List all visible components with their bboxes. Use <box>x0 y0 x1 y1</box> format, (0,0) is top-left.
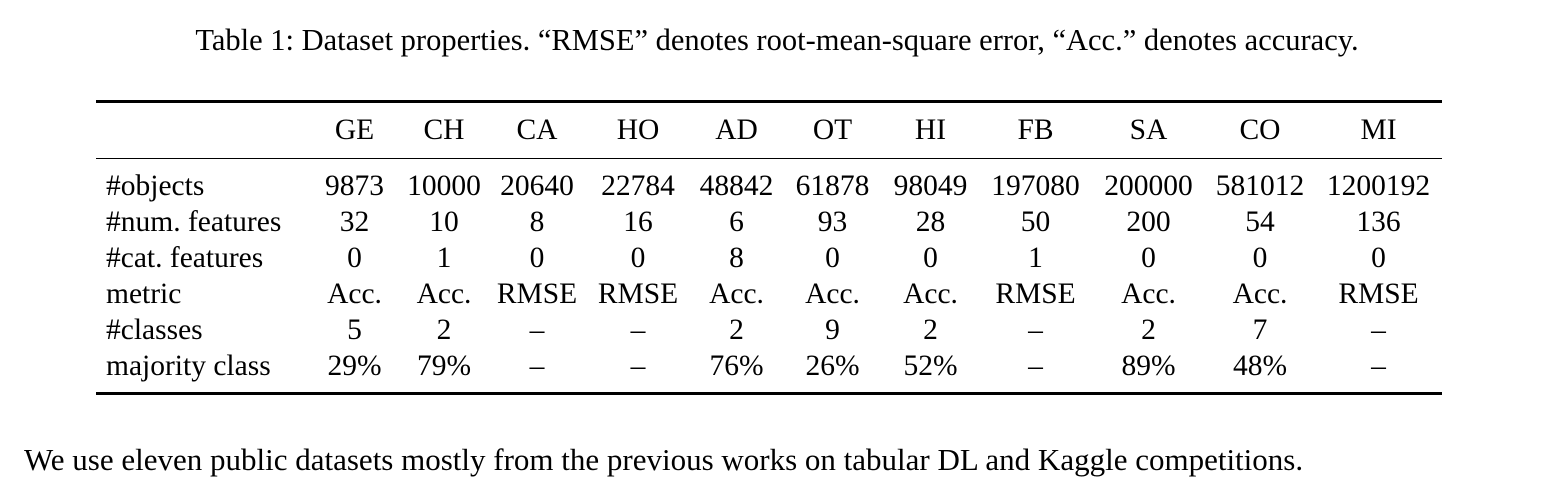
table-cell: – <box>630 314 646 346</box>
table-cell: 89% <box>1121 350 1176 382</box>
table-cell: 16 <box>623 206 653 238</box>
table-cell: 1 <box>1028 242 1043 274</box>
table-cell: 5 <box>347 314 362 346</box>
table-cell: 8 <box>729 242 744 274</box>
table-cell: 0 <box>1252 242 1268 274</box>
column-header: OT <box>783 101 882 159</box>
table-header-row: GE CH CA HO AD OT HI FB SA CO MI <box>96 101 1442 159</box>
column-header: FB <box>979 101 1092 159</box>
column-header: HI <box>882 101 979 159</box>
table-cell: RMSE <box>597 278 679 310</box>
table-cell: 10 <box>429 206 459 238</box>
row-label: metric <box>106 278 182 310</box>
table-cell: – <box>1371 314 1386 346</box>
table-cell: 6 <box>729 206 744 238</box>
table-cell: 61878 <box>795 170 870 202</box>
table-cell: 9873 <box>325 170 384 202</box>
table-row-cat-features: #cat. features 0 1 0 0 8 0 0 1 0 0 0 <box>96 240 1442 276</box>
table-cell: 0 <box>347 242 362 274</box>
column-header: AD <box>690 101 783 159</box>
table-cell: 22784 <box>601 170 675 202</box>
table-cell: 200 <box>1126 206 1171 238</box>
dataset-properties-table: GE CH CA HO AD OT HI FB SA CO MI #object… <box>96 100 1442 395</box>
table-cell: RMSE <box>496 278 578 310</box>
table-cell: 8 <box>529 206 545 238</box>
row-label: #num. features <box>106 206 282 238</box>
table-cell: 2 <box>436 314 452 346</box>
table-cell: 0 <box>1371 242 1386 274</box>
table-cell: 0 <box>825 242 840 274</box>
table-cell: 0 <box>1141 242 1156 274</box>
table-cell: 79% <box>416 350 472 382</box>
table-row-num-features: #num. features 32 10 8 16 6 93 28 50 200… <box>96 204 1442 240</box>
table-cell: Acc. <box>709 278 764 310</box>
table-cell: 20640 <box>500 170 574 202</box>
table-cell: 26% <box>805 350 860 382</box>
table-cell: 98049 <box>893 170 968 202</box>
table-cell: 48842 <box>699 170 774 202</box>
table-cell: Acc. <box>1121 278 1176 310</box>
column-header: SA <box>1092 101 1205 159</box>
header-empty-cell <box>96 101 309 159</box>
table-cell: 581012 <box>1215 170 1305 202</box>
table-cell: 0 <box>923 242 938 274</box>
column-header: CA <box>488 101 586 159</box>
table-row-objects: #objects 9873 10000 20640 22784 48842 61… <box>96 159 1442 205</box>
table-cell: 136 <box>1356 206 1401 238</box>
table-cell: 200000 <box>1104 170 1193 202</box>
table-cell: 28 <box>915 206 946 238</box>
column-header: CO <box>1205 101 1315 159</box>
table-caption: Table 1: Dataset properties. “RMSE” deno… <box>195 23 1359 57</box>
table-cell: Acc. <box>416 278 472 310</box>
table-cell: 48% <box>1232 350 1288 382</box>
table-cell: 2 <box>729 314 744 346</box>
table-cell: 2 <box>1141 314 1156 346</box>
table-cell: 76% <box>709 350 764 382</box>
column-header: HO <box>586 101 690 159</box>
row-label: #classes <box>106 314 203 346</box>
table-cell: Acc. <box>805 278 860 310</box>
table-cell: – <box>1028 314 1043 346</box>
row-label: #objects <box>106 170 205 202</box>
table-cell: RMSE <box>1338 278 1419 310</box>
table-row-classes: #classes 5 2 – – 2 9 2 – 2 7 – <box>96 312 1442 348</box>
table-cell: 93 <box>817 206 848 238</box>
table-cell: Acc. <box>903 278 958 310</box>
table-cell: Acc. <box>327 278 382 310</box>
row-label: #cat. features <box>106 242 264 274</box>
table-cell: 1 <box>436 242 452 274</box>
table-cell: 197080 <box>991 170 1080 202</box>
table-cell: 50 <box>1020 206 1051 238</box>
column-header: CH <box>400 101 488 159</box>
table-cell: – <box>1028 350 1043 382</box>
table-cell: – <box>529 350 545 382</box>
table-cell: – <box>1371 350 1386 382</box>
table-cell: – <box>630 350 646 382</box>
table-cell: 2 <box>923 314 938 346</box>
row-label: majority class <box>106 350 271 382</box>
table-row-majority-class: majority class 29% 79% – – 76% 26% 52% –… <box>96 348 1442 394</box>
table-cell: 9 <box>825 314 840 346</box>
table-cell: 1200192 <box>1326 170 1431 202</box>
table-cell: – <box>529 314 545 346</box>
table-cell: 29% <box>327 350 382 382</box>
table-row-metric: metric Acc. Acc. RMSE RMSE Acc. Acc. Acc… <box>96 276 1442 312</box>
table-cell: 54 <box>1245 206 1275 238</box>
column-header: GE <box>309 101 400 159</box>
table-cell: 10000 <box>407 170 481 202</box>
table-cell: RMSE <box>995 278 1076 310</box>
dataset-properties-table-container: GE CH CA HO AD OT HI FB SA CO MI #object… <box>96 100 1442 395</box>
table-cell: 0 <box>630 242 646 274</box>
column-header: MI <box>1315 101 1442 159</box>
table-cell: 7 <box>1252 314 1268 346</box>
table-cell: 52% <box>903 350 958 382</box>
table-cell: 32 <box>339 206 370 238</box>
table-cell: Acc. <box>1232 278 1288 310</box>
table-cell: 0 <box>529 242 545 274</box>
body-paragraph: We use eleven public datasets mostly fro… <box>24 442 1304 477</box>
